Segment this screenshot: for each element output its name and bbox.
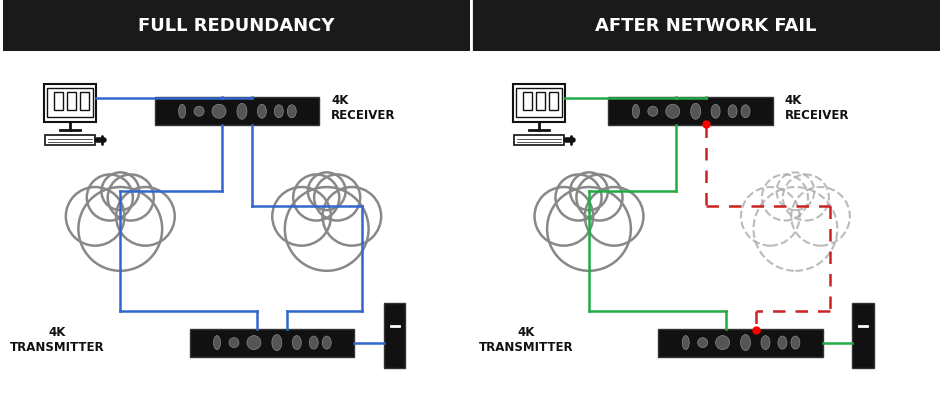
- Circle shape: [762, 175, 808, 221]
- Bar: [536, 93, 545, 111]
- Circle shape: [308, 173, 346, 211]
- Circle shape: [285, 188, 368, 271]
- Circle shape: [576, 175, 622, 221]
- Circle shape: [86, 175, 133, 221]
- Text: AFTER NETWORK FAIL: AFTER NETWORK FAIL: [595, 17, 816, 35]
- Circle shape: [273, 188, 331, 246]
- Bar: [853, 304, 874, 368]
- Ellipse shape: [288, 105, 296, 118]
- Ellipse shape: [761, 336, 770, 350]
- Bar: [524, 93, 532, 111]
- Ellipse shape: [258, 105, 266, 119]
- Ellipse shape: [274, 105, 283, 118]
- Ellipse shape: [229, 338, 239, 348]
- Ellipse shape: [715, 336, 729, 350]
- Bar: [48, 89, 93, 118]
- Bar: [190, 329, 354, 356]
- Ellipse shape: [237, 104, 247, 120]
- Bar: [55, 93, 63, 111]
- Bar: [472, 0, 940, 52]
- Circle shape: [102, 173, 139, 211]
- Circle shape: [776, 173, 814, 211]
- Ellipse shape: [309, 336, 319, 349]
- Circle shape: [314, 175, 360, 221]
- Ellipse shape: [666, 105, 680, 119]
- Ellipse shape: [778, 336, 787, 349]
- Ellipse shape: [791, 336, 800, 349]
- Ellipse shape: [728, 105, 737, 118]
- Circle shape: [754, 188, 838, 271]
- Text: FULL REDUNDANCY: FULL REDUNDANCY: [138, 17, 335, 35]
- Ellipse shape: [272, 335, 282, 351]
- Ellipse shape: [212, 105, 226, 119]
- Circle shape: [108, 175, 154, 221]
- Circle shape: [547, 188, 631, 271]
- Bar: [608, 98, 773, 126]
- Bar: [549, 93, 558, 111]
- Bar: [516, 89, 562, 118]
- Circle shape: [783, 175, 829, 221]
- Circle shape: [741, 188, 800, 246]
- Bar: [3, 0, 470, 52]
- FancyBboxPatch shape: [514, 136, 564, 146]
- Text: 4K
TRANSMITTER: 4K TRANSMITTER: [478, 325, 573, 353]
- Ellipse shape: [292, 336, 302, 350]
- Circle shape: [556, 175, 602, 221]
- FancyBboxPatch shape: [44, 85, 97, 123]
- Ellipse shape: [633, 105, 639, 119]
- Bar: [658, 329, 822, 356]
- Ellipse shape: [322, 336, 331, 349]
- Circle shape: [585, 188, 643, 246]
- Ellipse shape: [682, 336, 689, 350]
- Text: 4K
TRANSMITTER: 4K TRANSMITTER: [10, 325, 104, 353]
- Ellipse shape: [741, 335, 750, 351]
- Text: 4K
RECEIVER: 4K RECEIVER: [785, 94, 850, 122]
- Ellipse shape: [712, 105, 720, 119]
- Circle shape: [322, 188, 381, 246]
- FancyBboxPatch shape: [45, 136, 95, 146]
- Ellipse shape: [648, 107, 658, 117]
- Ellipse shape: [179, 105, 185, 119]
- Circle shape: [791, 188, 850, 246]
- Ellipse shape: [247, 336, 261, 350]
- Circle shape: [78, 188, 163, 271]
- Bar: [81, 93, 89, 111]
- Circle shape: [535, 188, 593, 246]
- Bar: [384, 304, 405, 368]
- Circle shape: [117, 188, 175, 246]
- Ellipse shape: [194, 107, 204, 117]
- Ellipse shape: [213, 336, 221, 350]
- Bar: [68, 93, 76, 111]
- Circle shape: [571, 173, 608, 211]
- Bar: [155, 98, 320, 126]
- FancyBboxPatch shape: [513, 85, 565, 123]
- Circle shape: [66, 188, 124, 246]
- Ellipse shape: [691, 104, 700, 120]
- Ellipse shape: [741, 105, 750, 118]
- Ellipse shape: [697, 338, 708, 348]
- Circle shape: [293, 175, 339, 221]
- Text: 4K
RECEIVER: 4K RECEIVER: [331, 94, 396, 122]
